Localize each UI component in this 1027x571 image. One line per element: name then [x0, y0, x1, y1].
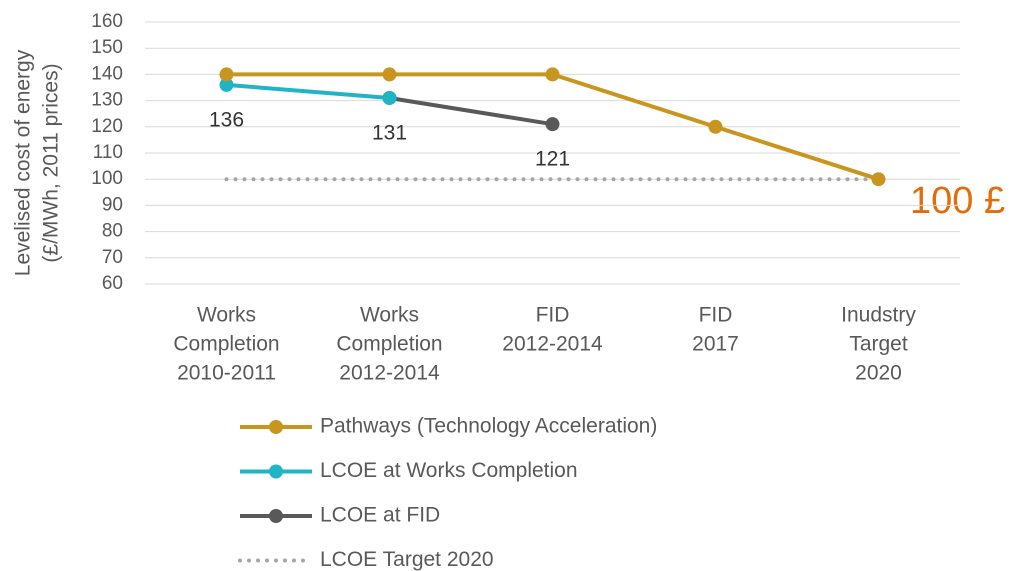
- legend-label: LCOE Target 2020: [320, 548, 494, 571]
- x-tick-label: Works: [360, 304, 419, 327]
- legend-marker: [269, 509, 283, 523]
- y-tick-label: 60: [102, 273, 123, 294]
- point: [545, 117, 560, 132]
- point: [219, 77, 234, 92]
- legend-label: LCOE at FID: [320, 504, 440, 527]
- y-axis-label: (£/MWh, 2011 prices): [40, 63, 63, 262]
- legend-label: LCOE at Works Completion: [320, 459, 578, 482]
- y-tick-label: 150: [91, 37, 123, 58]
- y-tick-label: 120: [91, 116, 123, 137]
- x-tick-label: 2012-2014: [502, 333, 603, 356]
- x-tick-label: 2012-2014: [339, 362, 440, 385]
- point: [382, 67, 397, 82]
- series-line: [226, 82, 390, 100]
- data-label: 121: [535, 148, 570, 171]
- legend-marker: [269, 464, 283, 479]
- y-tick-label: 80: [102, 221, 123, 242]
- x-tick-label: Completion: [336, 333, 442, 356]
- point: [545, 67, 560, 82]
- y-tick-label: 100: [91, 168, 123, 189]
- y-tick-label: 70: [102, 247, 123, 268]
- x-tick-label: Completion: [173, 333, 279, 356]
- data-label: 131: [372, 122, 407, 145]
- x-tick-label: FID: [536, 304, 570, 327]
- y-tick-label: 110: [93, 142, 123, 163]
- point: [871, 172, 886, 187]
- annotation: 100 £: [910, 180, 1005, 222]
- x-tick-label: Inudstry: [841, 304, 916, 327]
- x-tick-label: Works: [197, 304, 256, 327]
- y-axis-label: Levelised cost of energy: [12, 49, 35, 276]
- x-tick-label: 2010-2011: [177, 362, 276, 385]
- legend-marker: [269, 420, 283, 434]
- x-tick-label: 2020: [855, 362, 902, 385]
- series-line: [389, 96, 553, 127]
- y-tick-label: 160: [91, 11, 123, 32]
- y-tick-label: 140: [91, 63, 123, 84]
- data-label: 136: [209, 108, 244, 131]
- legend-label: Pathways (Technology Acceleration): [320, 415, 657, 438]
- point: [219, 67, 234, 82]
- x-tick-label: FID: [699, 304, 733, 327]
- point: [708, 119, 723, 134]
- y-tick-label: 130: [91, 90, 123, 111]
- x-tick-label: Target: [849, 333, 908, 356]
- x-tick-label: 2017: [692, 333, 739, 356]
- y-tick-label: 90: [102, 194, 123, 215]
- point: [382, 90, 397, 105]
